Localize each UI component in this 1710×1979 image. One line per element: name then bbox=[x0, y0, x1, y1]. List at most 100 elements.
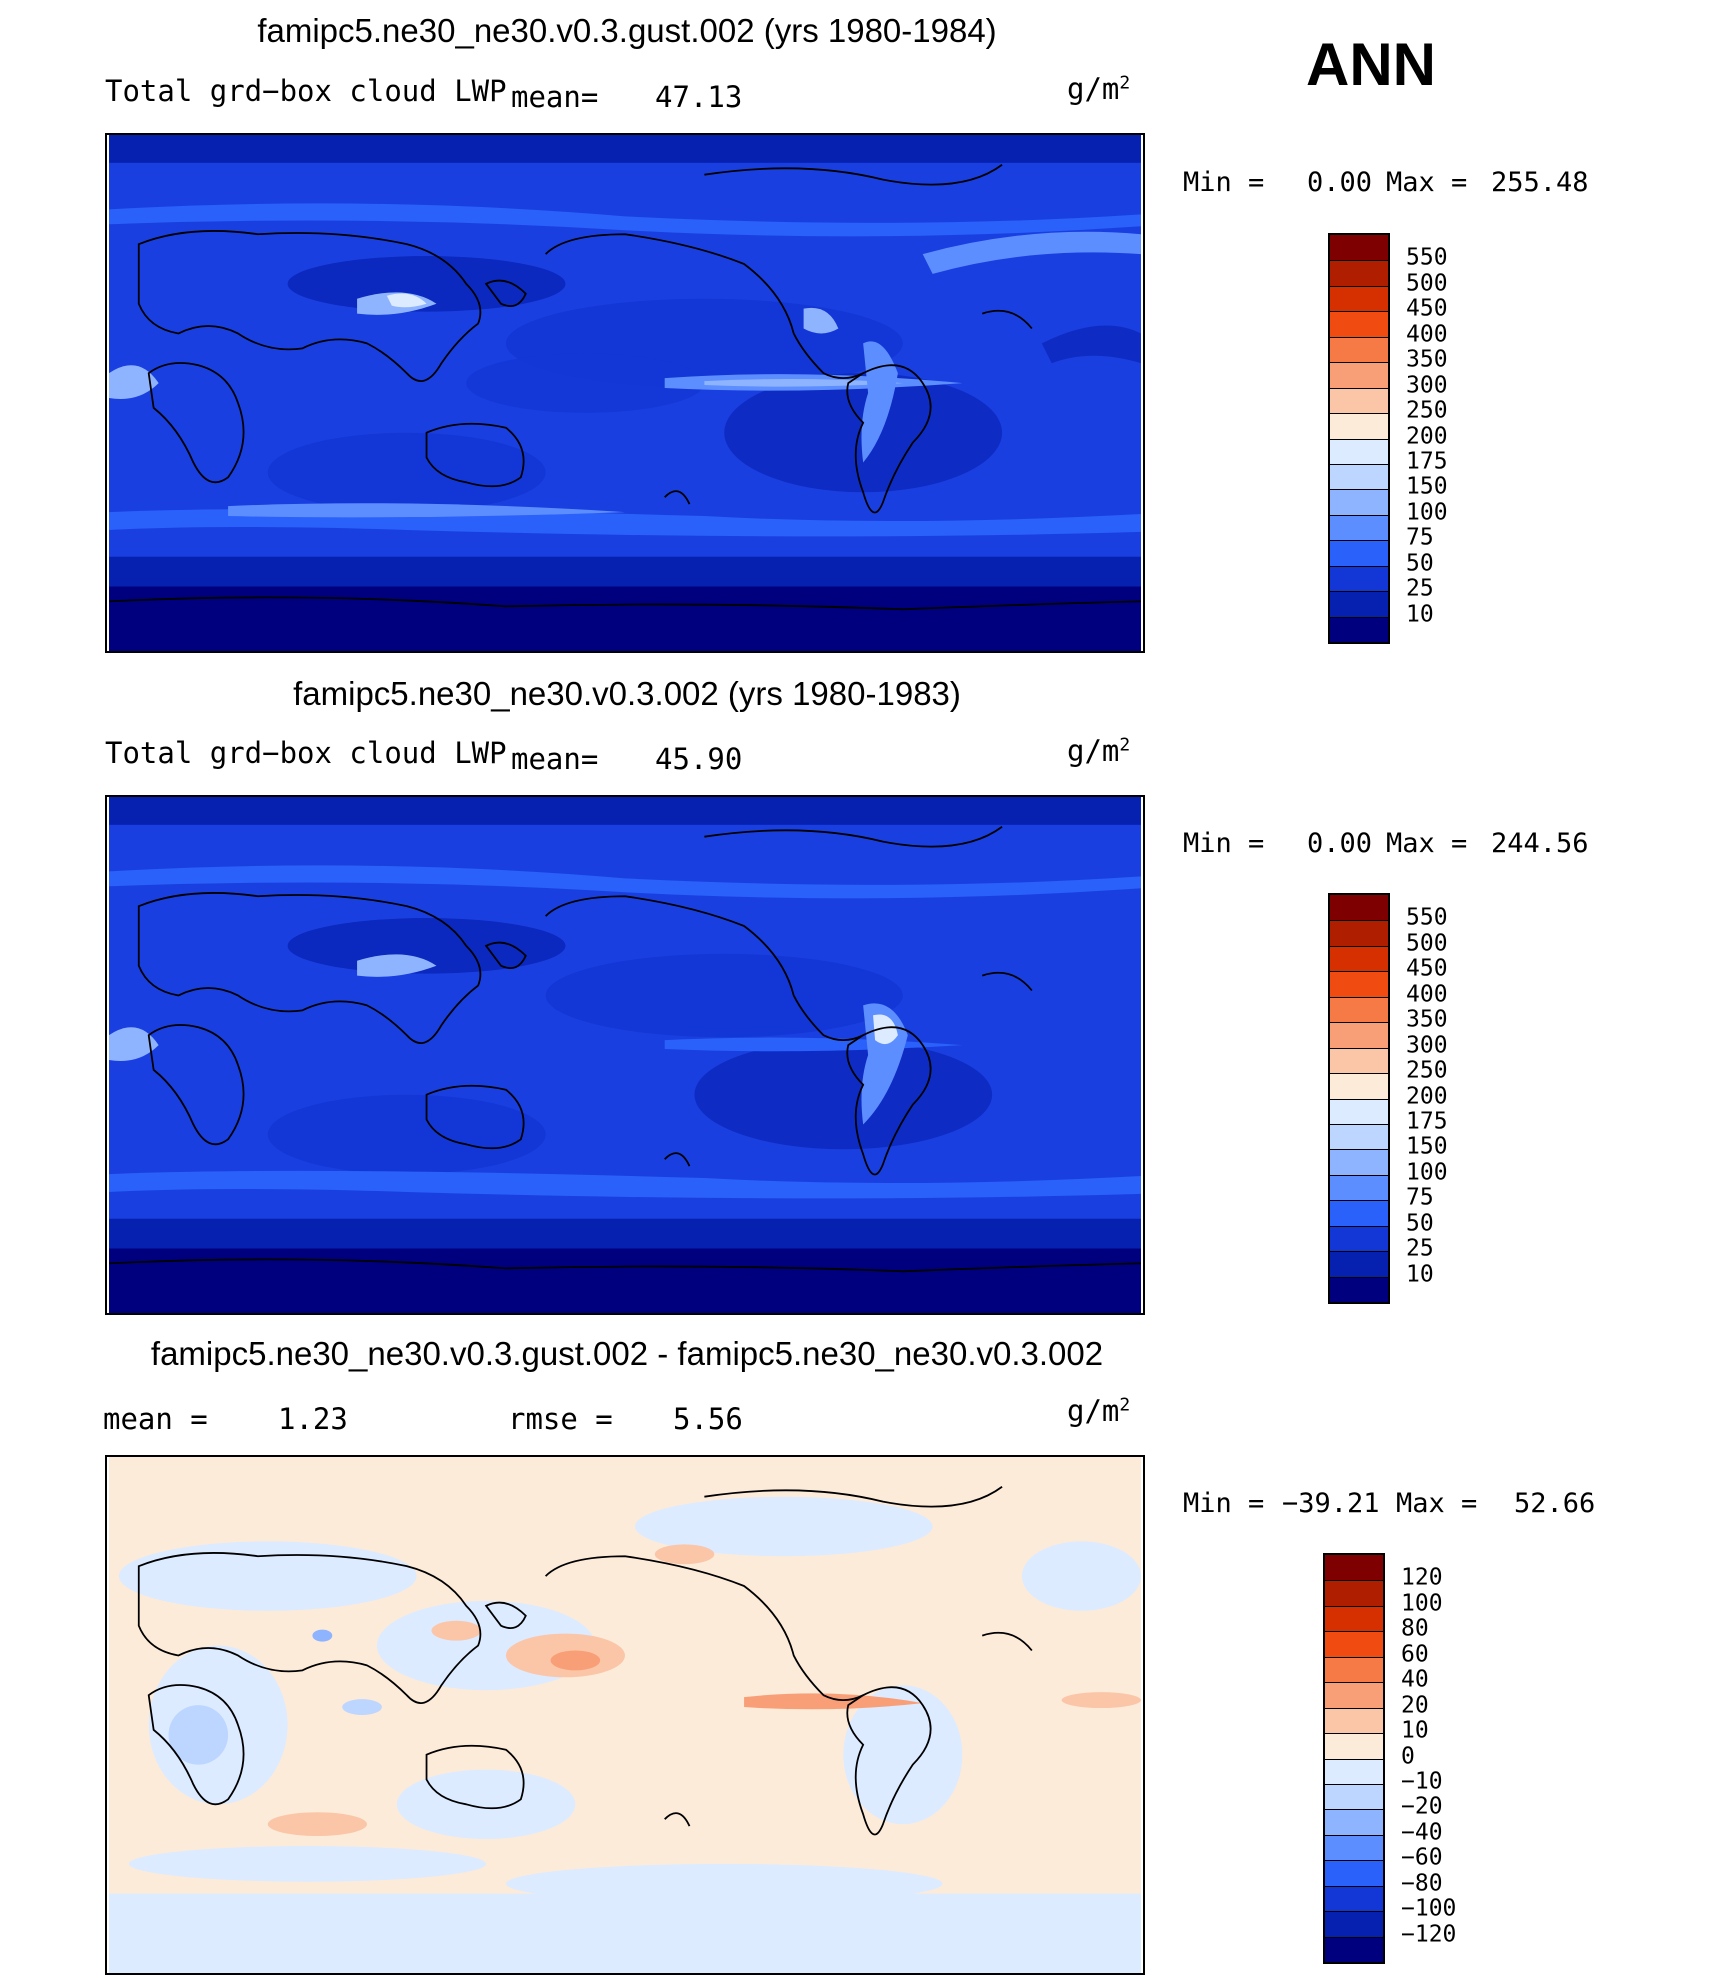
colorbar-segment bbox=[1325, 1656, 1383, 1683]
colorbar-segment bbox=[1325, 1911, 1383, 1937]
colorbar-segment bbox=[1325, 1682, 1383, 1708]
colorbar-tick-label: 150 bbox=[1406, 1133, 1448, 1160]
colorbar-segment bbox=[1325, 1936, 1383, 1962]
panel3-rmse-value: 5.56 bbox=[673, 1402, 743, 1436]
colorbar-segment bbox=[1330, 311, 1388, 337]
colorbar-tick-label: 100 bbox=[1406, 499, 1448, 526]
colorbar-tick-label: 400 bbox=[1406, 981, 1448, 1008]
colorbar-segment bbox=[1325, 1555, 1383, 1581]
colorbar-tick-label: 10 bbox=[1406, 601, 1434, 628]
colorbar-tick-label: 25 bbox=[1406, 1235, 1434, 1262]
colorbar-tick-label: 450 bbox=[1406, 295, 1448, 322]
panel2-max-label: Max = bbox=[1386, 828, 1468, 859]
colorbar-segment bbox=[1330, 920, 1388, 946]
colorbar-tick-label: 50 bbox=[1406, 1210, 1434, 1237]
colorbar-tick-label: 40 bbox=[1401, 1666, 1429, 1693]
colorbar-tick-label: 300 bbox=[1406, 1032, 1448, 1059]
colorbar-tick-label: −20 bbox=[1401, 1793, 1443, 1820]
panel1-max-value: 255.48 bbox=[1491, 167, 1589, 198]
colorbar-segment bbox=[1330, 591, 1388, 617]
colorbar-segment bbox=[1325, 1860, 1383, 1886]
colorbar-segment bbox=[1330, 1251, 1388, 1277]
colorbar-segment bbox=[1330, 540, 1388, 566]
colorbar-tick-label: 100 bbox=[1401, 1590, 1443, 1617]
colorbar-segment bbox=[1330, 387, 1388, 414]
colorbar-tick-label: 175 bbox=[1406, 1108, 1448, 1135]
panel3-max-label: Max = bbox=[1396, 1488, 1478, 1519]
panel2-contour-field bbox=[108, 797, 1142, 1313]
colorbar-segment bbox=[1325, 1834, 1383, 1861]
panel3-rmse-label: rmse = bbox=[508, 1402, 613, 1436]
panel3-units: g/m2 bbox=[1067, 1394, 1131, 1428]
colorbar-tick-label: 550 bbox=[1406, 904, 1448, 931]
colorbar-segment bbox=[1330, 1225, 1388, 1252]
panel2-title: famipc5.ne30_ne30.v0.3.002 (yrs 1980-198… bbox=[293, 675, 961, 712]
colorbar-segment bbox=[1330, 616, 1388, 642]
colorbar-segment bbox=[1325, 1733, 1383, 1759]
colorbar-segment bbox=[1325, 1631, 1383, 1657]
colorbar-tick-label: −120 bbox=[1401, 1921, 1457, 1948]
colorbar-tick-label: 500 bbox=[1406, 270, 1448, 297]
colorbar-segment bbox=[1330, 260, 1388, 286]
colorbar-tick-label: 500 bbox=[1406, 930, 1448, 957]
panel2-units: g/m2 bbox=[1067, 734, 1131, 768]
panel1-colorbar bbox=[1328, 233, 1390, 644]
panel3-colorbar bbox=[1323, 1553, 1385, 1964]
colorbar-tick-label: 10 bbox=[1406, 1261, 1434, 1288]
colorbar-segment bbox=[1325, 1580, 1383, 1606]
colorbar-tick-label: 0 bbox=[1401, 1743, 1415, 1769]
panel2-map bbox=[105, 795, 1145, 1315]
colorbar-tick-label: 20 bbox=[1401, 1692, 1429, 1719]
colorbar-tick-label: 75 bbox=[1406, 524, 1434, 551]
colorbar-segment bbox=[1330, 565, 1388, 592]
colorbar-tick-label: 250 bbox=[1406, 397, 1448, 424]
panel2-min-value: 0.00 bbox=[1307, 828, 1373, 859]
colorbar-tick-label: −80 bbox=[1401, 1870, 1443, 1897]
colorbar-segment bbox=[1325, 1783, 1383, 1810]
colorbar-tick-label: 400 bbox=[1406, 321, 1448, 348]
colorbar-tick-label: 100 bbox=[1406, 1159, 1448, 1186]
colorbar-tick-label: 10 bbox=[1401, 1717, 1429, 1744]
panel1-map bbox=[105, 133, 1145, 653]
colorbar-tick-label: 250 bbox=[1406, 1057, 1448, 1084]
panel2-max-value: 244.56 bbox=[1491, 828, 1589, 859]
panel1-units: g/m2 bbox=[1067, 72, 1131, 106]
colorbar-tick-label: 300 bbox=[1406, 372, 1448, 399]
panel1-contour-field bbox=[108, 135, 1142, 651]
panel3-mean-label: mean = bbox=[103, 1402, 208, 1436]
panel3-mean-value: 1.23 bbox=[278, 1402, 348, 1436]
colorbar-segment bbox=[1325, 1707, 1383, 1734]
colorbar-tick-label: 350 bbox=[1406, 1006, 1448, 1033]
colorbar-tick-label: 60 bbox=[1401, 1641, 1429, 1668]
panel3-contour-field bbox=[109, 1457, 1141, 1973]
colorbar-tick-label: 80 bbox=[1401, 1615, 1429, 1642]
panel2-variable-label: Total grd−box cloud LWP bbox=[105, 736, 507, 770]
panel2-mean-value: 45.90 bbox=[655, 742, 743, 776]
colorbar-segment bbox=[1330, 996, 1388, 1023]
colorbar-tick-label: 200 bbox=[1406, 1083, 1448, 1109]
colorbar-segment bbox=[1330, 945, 1388, 972]
colorbar-segment bbox=[1330, 235, 1388, 261]
colorbar-tick-label: 50 bbox=[1406, 550, 1434, 577]
colorbar-segment bbox=[1330, 413, 1388, 439]
colorbar-segment bbox=[1330, 362, 1388, 388]
panel3-max-value: 52.66 bbox=[1514, 1488, 1596, 1519]
colorbar-segment bbox=[1330, 463, 1388, 490]
colorbar-segment bbox=[1330, 1174, 1388, 1201]
colorbar-tick-label: 350 bbox=[1406, 346, 1448, 373]
colorbar-segment bbox=[1330, 336, 1388, 363]
panel1-variable-label: Total grd−box cloud LWP bbox=[105, 74, 507, 108]
colorbar-tick-label: 25 bbox=[1406, 575, 1434, 602]
colorbar-segment bbox=[1330, 1200, 1388, 1226]
season-label: ANN bbox=[1306, 31, 1436, 98]
colorbar-segment bbox=[1330, 895, 1388, 921]
panel3-title: famipc5.ne30_ne30.v0.3.gust.002 - famipc… bbox=[150, 1335, 1104, 1372]
colorbar-tick-label: 450 bbox=[1406, 955, 1448, 982]
colorbar-segment bbox=[1330, 971, 1388, 997]
panel1-min-value: 0.00 bbox=[1307, 167, 1373, 198]
colorbar-segment bbox=[1330, 514, 1388, 541]
colorbar-tick-label: −10 bbox=[1401, 1768, 1443, 1795]
colorbar-tick-label: −40 bbox=[1401, 1819, 1443, 1846]
colorbar-segment bbox=[1330, 1098, 1388, 1124]
colorbar-tick-label: −100 bbox=[1401, 1895, 1457, 1922]
